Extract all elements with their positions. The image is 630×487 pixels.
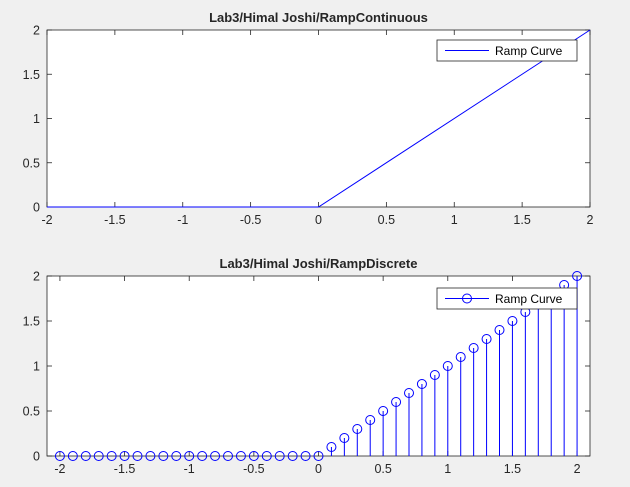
stem-marker (391, 397, 402, 407)
stem-marker (67, 451, 78, 461)
stem-marker (145, 451, 156, 461)
stem-marker (274, 451, 285, 461)
x-tick-label: 0 (315, 213, 322, 227)
x-tick-label: 0.5 (374, 462, 391, 476)
x-tick-label: 1.5 (513, 213, 530, 227)
stem-marker (287, 451, 298, 461)
stem-marker (365, 415, 376, 425)
legend-box (436, 287, 578, 310)
plot-continuous: Lab3/Himal Joshi/RampContinuous -2 -1.5 -1 -… (23, 10, 594, 227)
stem-marker (197, 451, 208, 461)
stem-marker (248, 451, 259, 461)
stem-marker (93, 451, 104, 461)
stem-marker (80, 451, 91, 461)
stem-marker (378, 406, 389, 416)
stem-marker (481, 334, 492, 344)
x-tick-label: 1 (451, 213, 458, 227)
x-tick-label: 1 (444, 462, 451, 476)
stem-marker (404, 388, 414, 398)
y-tick-label: 1 (33, 112, 40, 126)
y-tick-label: 0 (33, 450, 40, 464)
stem-marker (119, 451, 130, 461)
stem-marker (326, 442, 337, 452)
x-tick-label: -1.5 (104, 213, 126, 227)
stem-marker (313, 451, 324, 461)
stem-marker (158, 451, 169, 461)
legend-marker-sample (462, 293, 472, 304)
chart-title: Lab3/Himal Joshi/RampContinuous (209, 10, 428, 25)
x-tick-label: 0.5 (378, 213, 395, 227)
legend-box (436, 39, 578, 62)
stem-marker (468, 343, 479, 353)
stem-marker (442, 361, 453, 371)
stem-marker (132, 451, 143, 461)
x-tick-label: 1.5 (504, 462, 521, 476)
series-line-ramp-curve (47, 29, 591, 208)
stem-marker (429, 370, 440, 380)
stem-marker (261, 451, 272, 461)
chart-title: Lab3/Himal Joshi/RampDiscrete (220, 256, 418, 271)
y-tick-label: 0.5 (23, 405, 40, 419)
plot-discrete: Lab3/Himal Joshi/RampDiscrete -2 -1.5 -1 -0.… (23, 256, 591, 476)
y-tick-label: 1.5 (23, 68, 40, 82)
y-tick-label: 0 (33, 201, 40, 215)
legend-label: Ramp Curve (495, 292, 563, 306)
stem-marker (184, 451, 195, 461)
stem-marker (300, 451, 311, 461)
y-tick-label: 0.5 (23, 156, 40, 170)
x-tick-label: 0 (315, 462, 322, 476)
stem-marker (352, 424, 363, 434)
x-tick-label: -0.5 (240, 213, 262, 227)
y-tick-label: 1 (33, 360, 40, 374)
stem-marker (572, 271, 583, 281)
x-tick-label: -2 (54, 462, 65, 476)
stem-marker (210, 451, 221, 461)
stem-marker (54, 451, 65, 461)
stem-marker (235, 451, 246, 461)
x-tick-label: 2 (574, 462, 581, 476)
stem-marker (171, 451, 182, 461)
x-tick-label: -1 (177, 213, 188, 227)
stem-marker (339, 433, 350, 443)
stem-marker (455, 352, 466, 362)
x-tick-label: -0.5 (243, 462, 265, 476)
stem-marker (507, 316, 518, 326)
y-tick-label: 2 (33, 24, 40, 38)
x-tick-label: 2 (587, 213, 594, 227)
stem-marker (223, 451, 233, 461)
legend-label: Ramp Curve (495, 44, 563, 58)
y-tick-label: 1.5 (23, 315, 40, 329)
stem-marker (416, 379, 427, 389)
stem-marker (494, 325, 505, 335)
x-tick-label: -1.5 (114, 462, 136, 476)
x-tick-label: -2 (41, 213, 52, 227)
x-tick-label: -1 (184, 462, 195, 476)
stem-marker (106, 451, 117, 461)
y-tick-label: 2 (33, 270, 40, 284)
